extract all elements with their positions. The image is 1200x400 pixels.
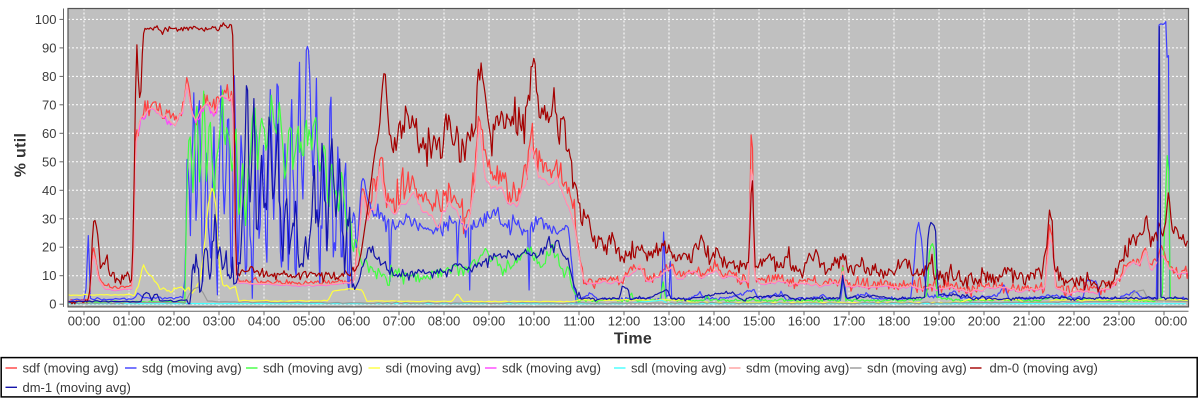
svg-text:50: 50 xyxy=(42,154,56,169)
svg-text:40: 40 xyxy=(42,183,56,198)
svg-text:00:00: 00:00 xyxy=(1155,314,1188,329)
svg-text:05:00: 05:00 xyxy=(293,314,326,329)
svg-text:20: 20 xyxy=(42,240,56,255)
svg-text:sdn (moving avg): sdn (moving avg) xyxy=(867,361,967,376)
svg-text:30: 30 xyxy=(42,211,56,226)
svg-text:20:00: 20:00 xyxy=(968,314,1001,329)
svg-text:60: 60 xyxy=(42,126,56,141)
svg-text:13:00: 13:00 xyxy=(653,314,686,329)
svg-text:18:00: 18:00 xyxy=(878,314,911,329)
svg-text:12:00: 12:00 xyxy=(608,314,641,329)
svg-text:21:00: 21:00 xyxy=(1013,314,1046,329)
svg-text:10: 10 xyxy=(42,268,56,283)
svg-text:02:00: 02:00 xyxy=(158,314,191,329)
svg-text:14:00: 14:00 xyxy=(698,314,731,329)
svg-text:% util: % util xyxy=(12,133,29,177)
svg-text:sdf (moving avg): sdf (moving avg) xyxy=(23,361,119,376)
svg-text:sdk (moving avg): sdk (moving avg) xyxy=(502,361,601,376)
svg-text:0: 0 xyxy=(49,297,56,312)
svg-text:15:00: 15:00 xyxy=(743,314,776,329)
svg-text:dm-1 (moving avg): dm-1 (moving avg) xyxy=(23,380,131,395)
svg-text:17:00: 17:00 xyxy=(833,314,866,329)
svg-text:22:00: 22:00 xyxy=(1058,314,1091,329)
svg-text:07:00: 07:00 xyxy=(383,314,416,329)
svg-text:10:00: 10:00 xyxy=(518,314,551,329)
svg-text:00:00: 00:00 xyxy=(68,314,101,329)
svg-text:sdh (moving avg): sdh (moving avg) xyxy=(263,361,363,376)
svg-text:03:00: 03:00 xyxy=(203,314,236,329)
svg-text:sdi (moving avg): sdi (moving avg) xyxy=(386,361,481,376)
svg-text:100: 100 xyxy=(35,12,57,27)
svg-text:08:00: 08:00 xyxy=(428,314,461,329)
svg-text:23:00: 23:00 xyxy=(1103,314,1136,329)
svg-text:90: 90 xyxy=(42,40,56,55)
svg-text:04:00: 04:00 xyxy=(248,314,281,329)
svg-text:19:00: 19:00 xyxy=(923,314,956,329)
svg-text:dm-0 (moving avg): dm-0 (moving avg) xyxy=(990,361,1098,376)
svg-text:sdl (moving avg): sdl (moving avg) xyxy=(631,361,726,376)
svg-text:11:00: 11:00 xyxy=(563,314,595,329)
svg-text:09:00: 09:00 xyxy=(473,314,506,329)
svg-text:01:00: 01:00 xyxy=(113,314,146,329)
svg-text:16:00: 16:00 xyxy=(788,314,821,329)
svg-text:sdg (moving avg): sdg (moving avg) xyxy=(142,361,242,376)
svg-text:06:00: 06:00 xyxy=(338,314,371,329)
svg-text:Time: Time xyxy=(614,331,652,348)
svg-text:70: 70 xyxy=(42,97,56,112)
svg-text:sdm (moving avg): sdm (moving avg) xyxy=(746,361,849,376)
svg-text:80: 80 xyxy=(42,69,56,84)
